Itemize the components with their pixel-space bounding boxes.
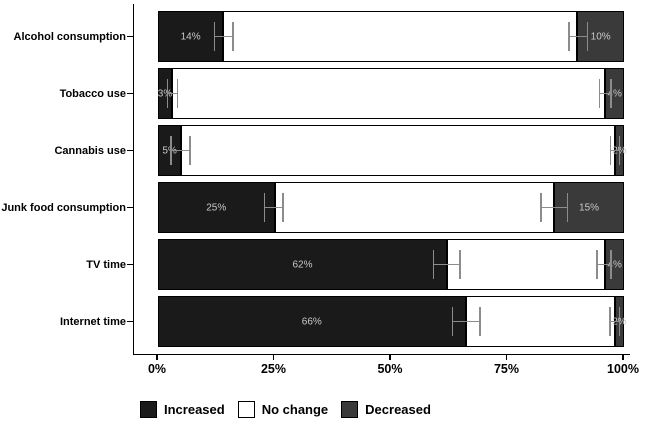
x-axis-tick-label: 0% bbox=[147, 362, 167, 376]
legend-swatch bbox=[140, 401, 157, 418]
error-bar bbox=[213, 22, 234, 51]
legend-label: No change bbox=[261, 402, 329, 417]
error-bar-line bbox=[609, 320, 621, 322]
error-bar-line bbox=[170, 149, 191, 151]
y-axis-label: Cannabis use bbox=[54, 144, 126, 157]
error-bar-line bbox=[540, 206, 569, 208]
error-bar bbox=[170, 136, 191, 165]
bar-segment-no-change bbox=[171, 68, 606, 119]
legend: Increased No change Decreased bbox=[140, 401, 431, 418]
x-axis-tick bbox=[156, 355, 158, 360]
x-axis-tick bbox=[389, 355, 391, 360]
bar-row: 66%2% bbox=[158, 296, 627, 347]
error-bar bbox=[598, 79, 612, 108]
x-axis-tick-label: 50% bbox=[377, 362, 403, 376]
y-axis-label: Junk food consumption bbox=[1, 201, 126, 214]
error-bar bbox=[451, 307, 481, 336]
error-bar bbox=[263, 193, 284, 222]
y-axis-label: TV time bbox=[86, 258, 126, 271]
error-bar bbox=[540, 193, 569, 222]
legend-item-decreased: Decreased bbox=[341, 401, 431, 418]
error-bar-line bbox=[568, 35, 589, 37]
y-axis-tick bbox=[127, 263, 133, 266]
y-axis-tick bbox=[127, 35, 133, 38]
y-axis-label: Internet time bbox=[59, 315, 126, 328]
y-axis-tick bbox=[127, 149, 133, 152]
error-bar bbox=[568, 22, 589, 51]
chart-panel: 14%10% 3%4% 5%2% 25%15% 62%4% 66%2% bbox=[133, 4, 630, 355]
x-axis-tick bbox=[505, 355, 508, 360]
bars-area: 14%10% 3%4% 5%2% 25%15% 62%4% 66%2% bbox=[158, 4, 627, 355]
bar-row: 25% 15% bbox=[158, 182, 624, 233]
legend-swatch bbox=[237, 401, 255, 418]
bar-segment-no-change bbox=[274, 182, 555, 233]
x-axis-tick-label: 75% bbox=[493, 362, 520, 376]
error-bar-line bbox=[609, 149, 621, 151]
y-axis-label: Tobacco use bbox=[59, 87, 126, 100]
y-axis-label: Alcohol consumption bbox=[13, 30, 126, 43]
legend-label: Increased bbox=[164, 402, 225, 417]
error-bar-line bbox=[213, 35, 234, 37]
legend-label: Decreased bbox=[365, 402, 431, 417]
error-bar-line bbox=[166, 92, 179, 94]
bar-segment-no-change bbox=[465, 296, 615, 347]
error-bar-line bbox=[596, 263, 612, 265]
error-bar bbox=[609, 136, 621, 165]
bar-segment-no-change bbox=[181, 125, 615, 176]
x-axis-tick bbox=[272, 355, 275, 360]
error-bar bbox=[596, 250, 612, 279]
legend-item-increased: Increased bbox=[140, 401, 225, 418]
bar-segment-increased bbox=[158, 239, 447, 290]
bar-segment-no-change bbox=[223, 11, 578, 62]
error-bar bbox=[609, 307, 621, 336]
bar-segment-no-change bbox=[446, 239, 606, 290]
y-axis-tick bbox=[127, 206, 133, 209]
error-bar bbox=[166, 79, 179, 108]
y-axis-tick bbox=[127, 320, 133, 323]
x-axis-tick bbox=[622, 355, 624, 360]
y-axis-tick bbox=[127, 92, 133, 95]
x-axis-tick-label: 100% bbox=[607, 362, 639, 376]
bar-segment-increased bbox=[158, 182, 275, 233]
error-bar-line bbox=[451, 320, 481, 322]
x-axis-tick-label: 25% bbox=[260, 362, 287, 376]
legend-swatch bbox=[341, 401, 359, 418]
bar-segment-increased bbox=[158, 11, 224, 62]
bar-row: 62% 4% bbox=[158, 239, 624, 290]
error-bar-line bbox=[432, 263, 461, 265]
error-bar-line bbox=[598, 92, 612, 94]
error-bar bbox=[432, 250, 461, 279]
bar-row: 14% 10% bbox=[158, 11, 624, 62]
bar-row: 5%2% bbox=[158, 125, 627, 176]
bar-segment-increased bbox=[158, 296, 466, 347]
error-bar-line bbox=[263, 206, 284, 208]
legend-item-no-change: No change bbox=[237, 401, 329, 418]
bar-row: 3% 4% bbox=[158, 68, 624, 119]
